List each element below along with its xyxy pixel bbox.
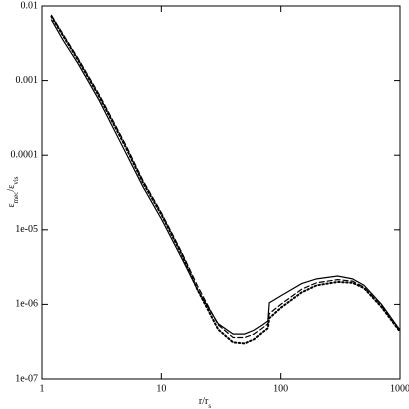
x-tick-label: 1 bbox=[40, 383, 45, 394]
y-tick-label: 1e-07 bbox=[15, 373, 38, 384]
plot-frame bbox=[41, 5, 401, 380]
x-tick-label: 1000 bbox=[390, 383, 409, 394]
y-tick-label: 1e-06 bbox=[15, 299, 38, 310]
y-label-sub: vis bbox=[12, 176, 20, 184]
series-line bbox=[50, 15, 401, 345]
x-axis-label: r/rs bbox=[199, 396, 211, 409]
y-tick-label: 0.0001 bbox=[11, 149, 39, 160]
x-label-sub: s bbox=[208, 402, 211, 409]
y-tick-label: 1e-05 bbox=[15, 224, 38, 235]
y-label-sub: mec bbox=[12, 192, 20, 204]
y-tick-label: 0.01 bbox=[21, 0, 39, 11]
y-label-main: /ε bbox=[6, 185, 17, 192]
x-tick-label: 10 bbox=[156, 383, 166, 394]
y-tick-label: 0.001 bbox=[16, 75, 39, 86]
y-label-main: ε bbox=[6, 203, 17, 207]
series-line bbox=[50, 19, 401, 335]
x-label-main: r/r bbox=[199, 396, 209, 407]
series-line bbox=[50, 14, 401, 339]
x-tick-label: 100 bbox=[273, 383, 288, 394]
y-axis-label: εmec/εvis bbox=[6, 176, 19, 207]
